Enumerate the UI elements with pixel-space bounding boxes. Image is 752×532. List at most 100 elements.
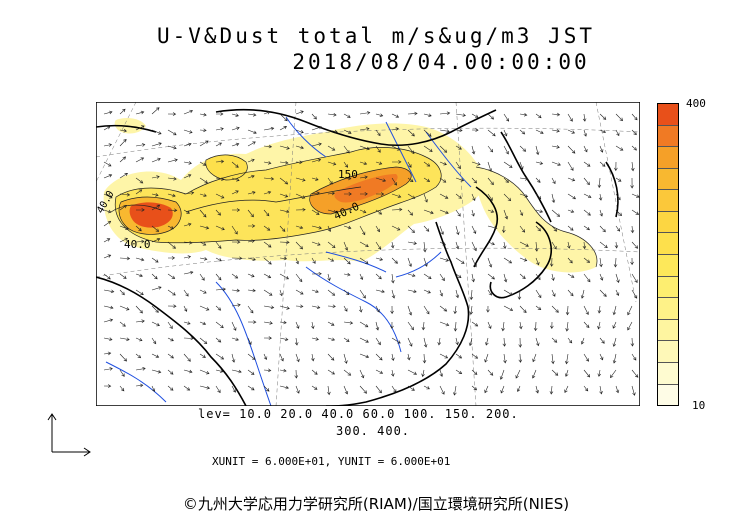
wind-vector-arrow bbox=[279, 320, 287, 325]
wind-vector-arrow bbox=[263, 305, 275, 310]
wind-vector-arrow bbox=[471, 193, 476, 202]
wind-vector-arrow bbox=[215, 353, 225, 360]
wind-vector-arrow bbox=[375, 369, 384, 374]
wind-vector-arrow bbox=[119, 172, 129, 179]
wind-vector-arrow bbox=[359, 225, 366, 236]
wind-vector-arrow bbox=[103, 209, 112, 214]
wind-vector-arrow bbox=[247, 288, 256, 293]
wind-vector-arrow bbox=[439, 289, 444, 297]
wind-vector-arrow bbox=[151, 369, 162, 374]
wind-vector-arrow bbox=[167, 353, 174, 359]
wind-vector-arrow bbox=[407, 321, 414, 331]
wind-vector-arrow bbox=[311, 209, 320, 215]
wind-vector-arrow bbox=[215, 177, 225, 181]
wind-vector-arrow bbox=[263, 385, 270, 392]
wind-vector-arrow bbox=[103, 351, 112, 356]
wind-vector-arrow bbox=[311, 289, 319, 293]
wind-vector-arrow bbox=[391, 273, 395, 284]
wind-vector-arrow bbox=[375, 241, 382, 250]
wind-vector-arrow bbox=[599, 241, 608, 249]
wind-vector-arrow bbox=[231, 161, 239, 168]
wind-vector-arrow bbox=[183, 385, 191, 391]
wind-vector-arrow bbox=[327, 273, 331, 282]
wind-vector-arrow bbox=[519, 161, 524, 170]
wind-vector-arrow bbox=[375, 289, 385, 294]
wind-vector-arrow bbox=[583, 257, 591, 263]
wind-vector-arrow bbox=[358, 305, 363, 313]
wind-vector-arrow bbox=[135, 143, 146, 147]
wind-vector-arrow bbox=[311, 241, 321, 246]
wind-vector-arrow bbox=[502, 241, 507, 249]
wind-vector-arrow bbox=[232, 208, 241, 212]
wind-vector-arrow bbox=[471, 353, 479, 359]
wind-vector-arrow bbox=[423, 145, 433, 152]
contour-levels-line1: lev= 10.0 20.0 40.0 60.0 100. 150. 200. bbox=[198, 407, 519, 421]
wind-vector-arrow bbox=[535, 113, 542, 119]
wind-vector-arrow bbox=[407, 257, 412, 268]
wind-vector-arrow bbox=[535, 225, 541, 232]
wind-vector-arrow bbox=[453, 385, 457, 396]
color-scale-band bbox=[658, 147, 678, 169]
wind-vector-arrow bbox=[519, 241, 529, 247]
rivers bbox=[105, 116, 472, 406]
wind-vector-arrow bbox=[295, 385, 300, 394]
wind-vector-arrow bbox=[183, 161, 192, 165]
wind-vector-arrow bbox=[103, 110, 113, 115]
wind-vector-arrow bbox=[135, 189, 143, 195]
wind-vector-arrow bbox=[627, 321, 633, 331]
wind-vector-arrow bbox=[535, 289, 542, 299]
wind-vector-arrow bbox=[279, 193, 289, 198]
wind-vector-arrow bbox=[423, 177, 431, 182]
color-scale-band bbox=[658, 125, 678, 148]
wind-vector-arrow bbox=[343, 129, 352, 134]
wind-vector-arrow bbox=[598, 193, 603, 201]
wind-vector-arrow bbox=[519, 209, 524, 217]
wind-vector-arrow bbox=[391, 257, 398, 264]
wind-vector-arrow bbox=[103, 367, 113, 371]
wind-vector-arrow bbox=[119, 256, 131, 261]
wind-vector-arrow bbox=[311, 142, 322, 147]
wind-vector-arrow bbox=[631, 385, 636, 396]
wind-vector-arrow bbox=[199, 321, 207, 326]
wind-vector-arrow bbox=[471, 385, 478, 391]
wind-vector-arrow bbox=[263, 190, 272, 195]
wind-vector-arrow bbox=[471, 257, 477, 268]
wind-vector-arrow bbox=[503, 161, 513, 168]
wind-vector-arrow bbox=[135, 337, 143, 342]
wind-vector-arrow bbox=[167, 385, 174, 391]
wind-vector-arrow bbox=[469, 305, 474, 315]
wind-vector-arrow bbox=[551, 145, 560, 149]
wind-vector-arrow bbox=[518, 353, 523, 363]
wind-vector-arrow bbox=[215, 257, 222, 262]
wind-vector-arrow bbox=[135, 239, 145, 244]
wind-vector-arrow bbox=[327, 337, 336, 341]
wind-vector-arrow bbox=[567, 193, 576, 200]
wind-vector-arrow bbox=[597, 305, 602, 314]
wind-vector-arrow bbox=[295, 321, 300, 329]
wind-vector-arrow bbox=[119, 192, 131, 197]
wind-vector-arrow bbox=[519, 145, 527, 152]
wind-vector-arrow bbox=[151, 107, 160, 115]
wind-vector-arrow bbox=[487, 241, 495, 246]
wind-vector-arrow bbox=[484, 353, 489, 363]
wind-vector-arrow bbox=[455, 273, 462, 279]
wind-vector-arrow bbox=[487, 113, 495, 120]
wind-vector-arrow bbox=[551, 177, 556, 185]
wind-vector-arrow bbox=[439, 273, 445, 282]
wind-vector-arrow bbox=[151, 175, 160, 179]
wind-vector-arrow bbox=[167, 369, 174, 375]
wind-vector-arrow bbox=[199, 305, 210, 311]
wind-vector-arrow bbox=[151, 321, 160, 327]
wind-vector-arrow bbox=[486, 305, 490, 313]
wind-vector-arrow bbox=[391, 207, 403, 212]
wind-vector-arrow bbox=[485, 337, 489, 346]
wind-vector-arrow bbox=[564, 385, 569, 394]
wind-vector-arrow bbox=[327, 161, 337, 166]
wind-vector-arrow bbox=[484, 385, 489, 394]
color-scale-band bbox=[658, 341, 678, 363]
wind-vector-arrow bbox=[567, 225, 574, 231]
wind-vector-arrow bbox=[135, 225, 142, 232]
wind-vector-arrow bbox=[565, 305, 570, 316]
wind-vector-arrow bbox=[582, 241, 587, 250]
wind-vector-arrow bbox=[567, 161, 574, 171]
